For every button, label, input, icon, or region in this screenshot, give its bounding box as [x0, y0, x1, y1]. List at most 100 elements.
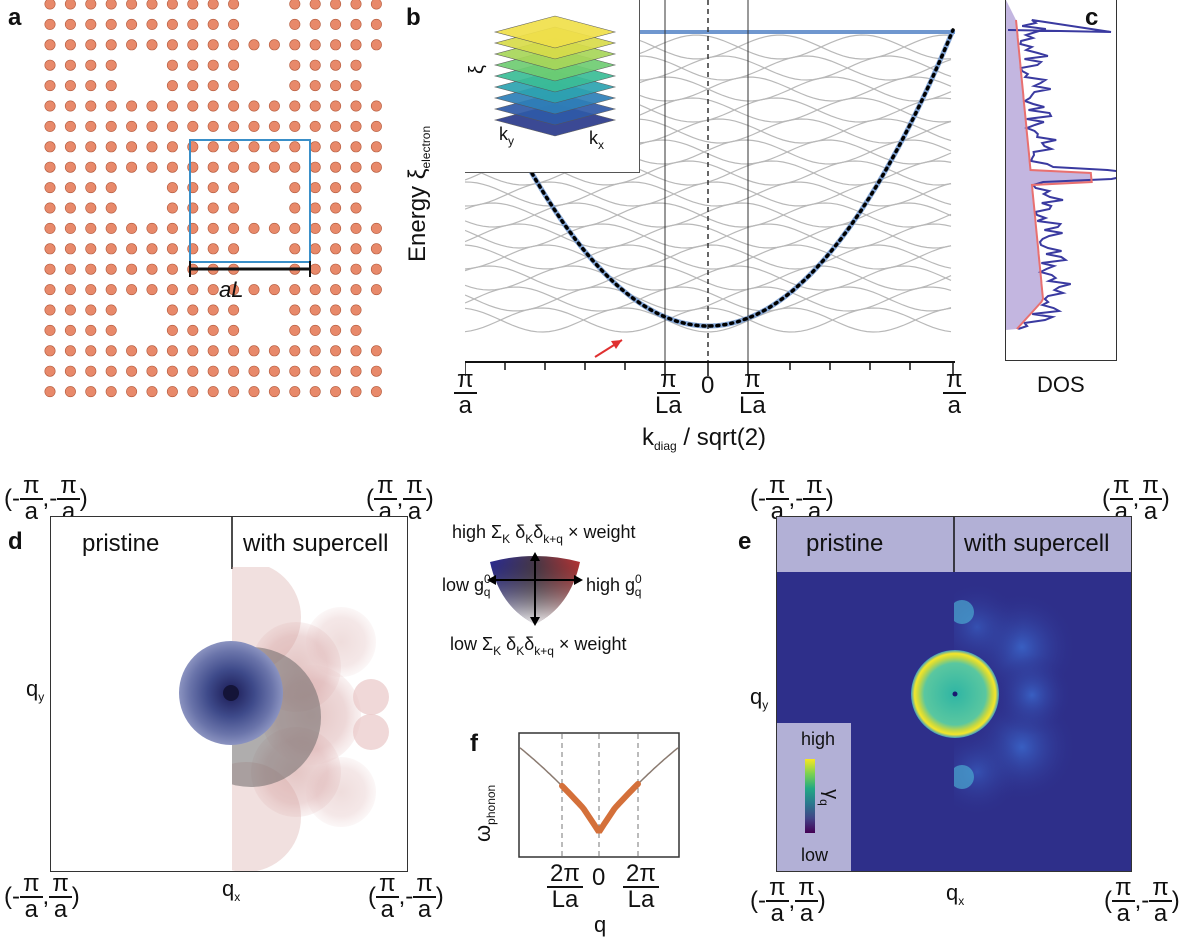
lattice-atom: [207, 80, 219, 92]
lattice-atom: [330, 39, 342, 51]
lattice-atom: [207, 365, 219, 377]
lattice-atom: [289, 120, 301, 132]
lattice-atom: [289, 80, 301, 92]
lattice-atom: [166, 80, 178, 92]
colorbar-label: γq: [816, 789, 842, 806]
lattice-atom: [146, 18, 158, 30]
f-tick-right: 2π La: [623, 862, 659, 912]
lattice-atom: [228, 365, 240, 377]
lattice-atom: [44, 0, 56, 10]
lattice-atom: [370, 243, 382, 255]
lattice-atom: [85, 80, 97, 92]
lattice-atom: [207, 100, 219, 112]
lattice-atom: [350, 304, 362, 316]
lattice-atom: [44, 18, 56, 30]
d-qx-label: qx: [222, 876, 241, 904]
lattice-atom: [370, 161, 382, 173]
lattice-atom: [146, 243, 158, 255]
legend-right-text: high g0q: [586, 572, 642, 599]
lattice-atom: [64, 222, 76, 234]
lattice-atom: [85, 243, 97, 255]
lattice-atom: [370, 141, 382, 153]
lattice-atom: [105, 59, 117, 71]
lattice-atom: [309, 222, 321, 234]
lattice-atom: [248, 345, 260, 357]
lattice-atom: [268, 161, 280, 173]
legend-colormap: [487, 552, 583, 626]
lattice-atom: [350, 263, 362, 275]
lattice-atom: [289, 324, 301, 336]
lattice-atom: [85, 304, 97, 316]
e-colorbar-inset: high γq low: [777, 723, 851, 871]
lattice-atom: [64, 141, 76, 153]
lattice-atom: [44, 59, 56, 71]
e-qy-label: qy: [750, 684, 769, 712]
d-supercell-lobes: [232, 567, 389, 871]
lattice-atom: [330, 284, 342, 296]
lattice-atom: [64, 0, 76, 10]
lattice-atom: [64, 386, 76, 398]
lattice-atom: [248, 365, 260, 377]
lattice-atom: [64, 18, 76, 30]
lattice-atom: [146, 0, 158, 10]
lattice-atom: [330, 100, 342, 112]
lattice-atom: [289, 141, 301, 153]
lattice-atom: [105, 263, 117, 275]
lattice-atom: [44, 386, 56, 398]
lattice-atom: [309, 39, 321, 51]
lattice-atom: [187, 100, 199, 112]
lattice-atom: [207, 141, 219, 153]
lattice-atom: [330, 161, 342, 173]
lattice-atom: [309, 386, 321, 398]
lattice-atom: [166, 39, 178, 51]
lattice-atom: [105, 243, 117, 255]
band-line: [465, 265, 952, 291]
lattice-atom: [228, 324, 240, 336]
d-qy-label: qy: [26, 676, 45, 704]
lattice-atom: [248, 161, 260, 173]
lattice-atom: [248, 120, 260, 132]
lattice-atom: [105, 386, 117, 398]
lattice-atom: [105, 182, 117, 194]
lattice-atom: [166, 222, 178, 234]
lattice-atom: [187, 39, 199, 51]
lattice-atom: [44, 141, 56, 153]
lattice-atom: [166, 386, 178, 398]
lattice-atom: [309, 120, 321, 132]
lattice-atom: [146, 345, 158, 357]
lattice-atom: [309, 0, 321, 10]
lattice-atom: [207, 161, 219, 173]
lattice-atom: [166, 263, 178, 275]
lattice-atom: [146, 100, 158, 112]
lattice-atom: [126, 345, 138, 357]
lattice-atom: [44, 161, 56, 173]
panel-a-label: a: [8, 4, 22, 31]
lattice-atom: [370, 18, 382, 30]
lattice-atom: [330, 18, 342, 30]
lattice-atom: [126, 100, 138, 112]
lattice-atom: [166, 304, 178, 316]
lattice-atom: [289, 182, 301, 194]
lattice-atom: [166, 284, 178, 296]
panel-f-phonon: [518, 732, 680, 858]
lattice-atom: [228, 202, 240, 214]
lattice-atom: [187, 365, 199, 377]
lattice-atom: [85, 222, 97, 234]
lattice-atom: [350, 222, 362, 234]
lattice-atom: [330, 0, 342, 10]
lattice-atom: [268, 386, 280, 398]
lattice-atom: [350, 161, 362, 173]
lattice-atom: [105, 324, 117, 336]
lattice-atom: [166, 324, 178, 336]
colorbar-low-label: low: [801, 845, 829, 865]
supercell-box: [189, 139, 311, 263]
lattice-atom: [85, 59, 97, 71]
lattice-atom: [85, 324, 97, 336]
lattice-atom: [207, 182, 219, 194]
lattice-atom: [105, 222, 117, 234]
b-tick-mid-right: π La: [739, 366, 766, 419]
lattice-atom: [44, 182, 56, 194]
b-tick-zero: 0: [701, 372, 715, 399]
lattice-atom: [330, 243, 342, 255]
lattice-atom: [187, 120, 199, 132]
